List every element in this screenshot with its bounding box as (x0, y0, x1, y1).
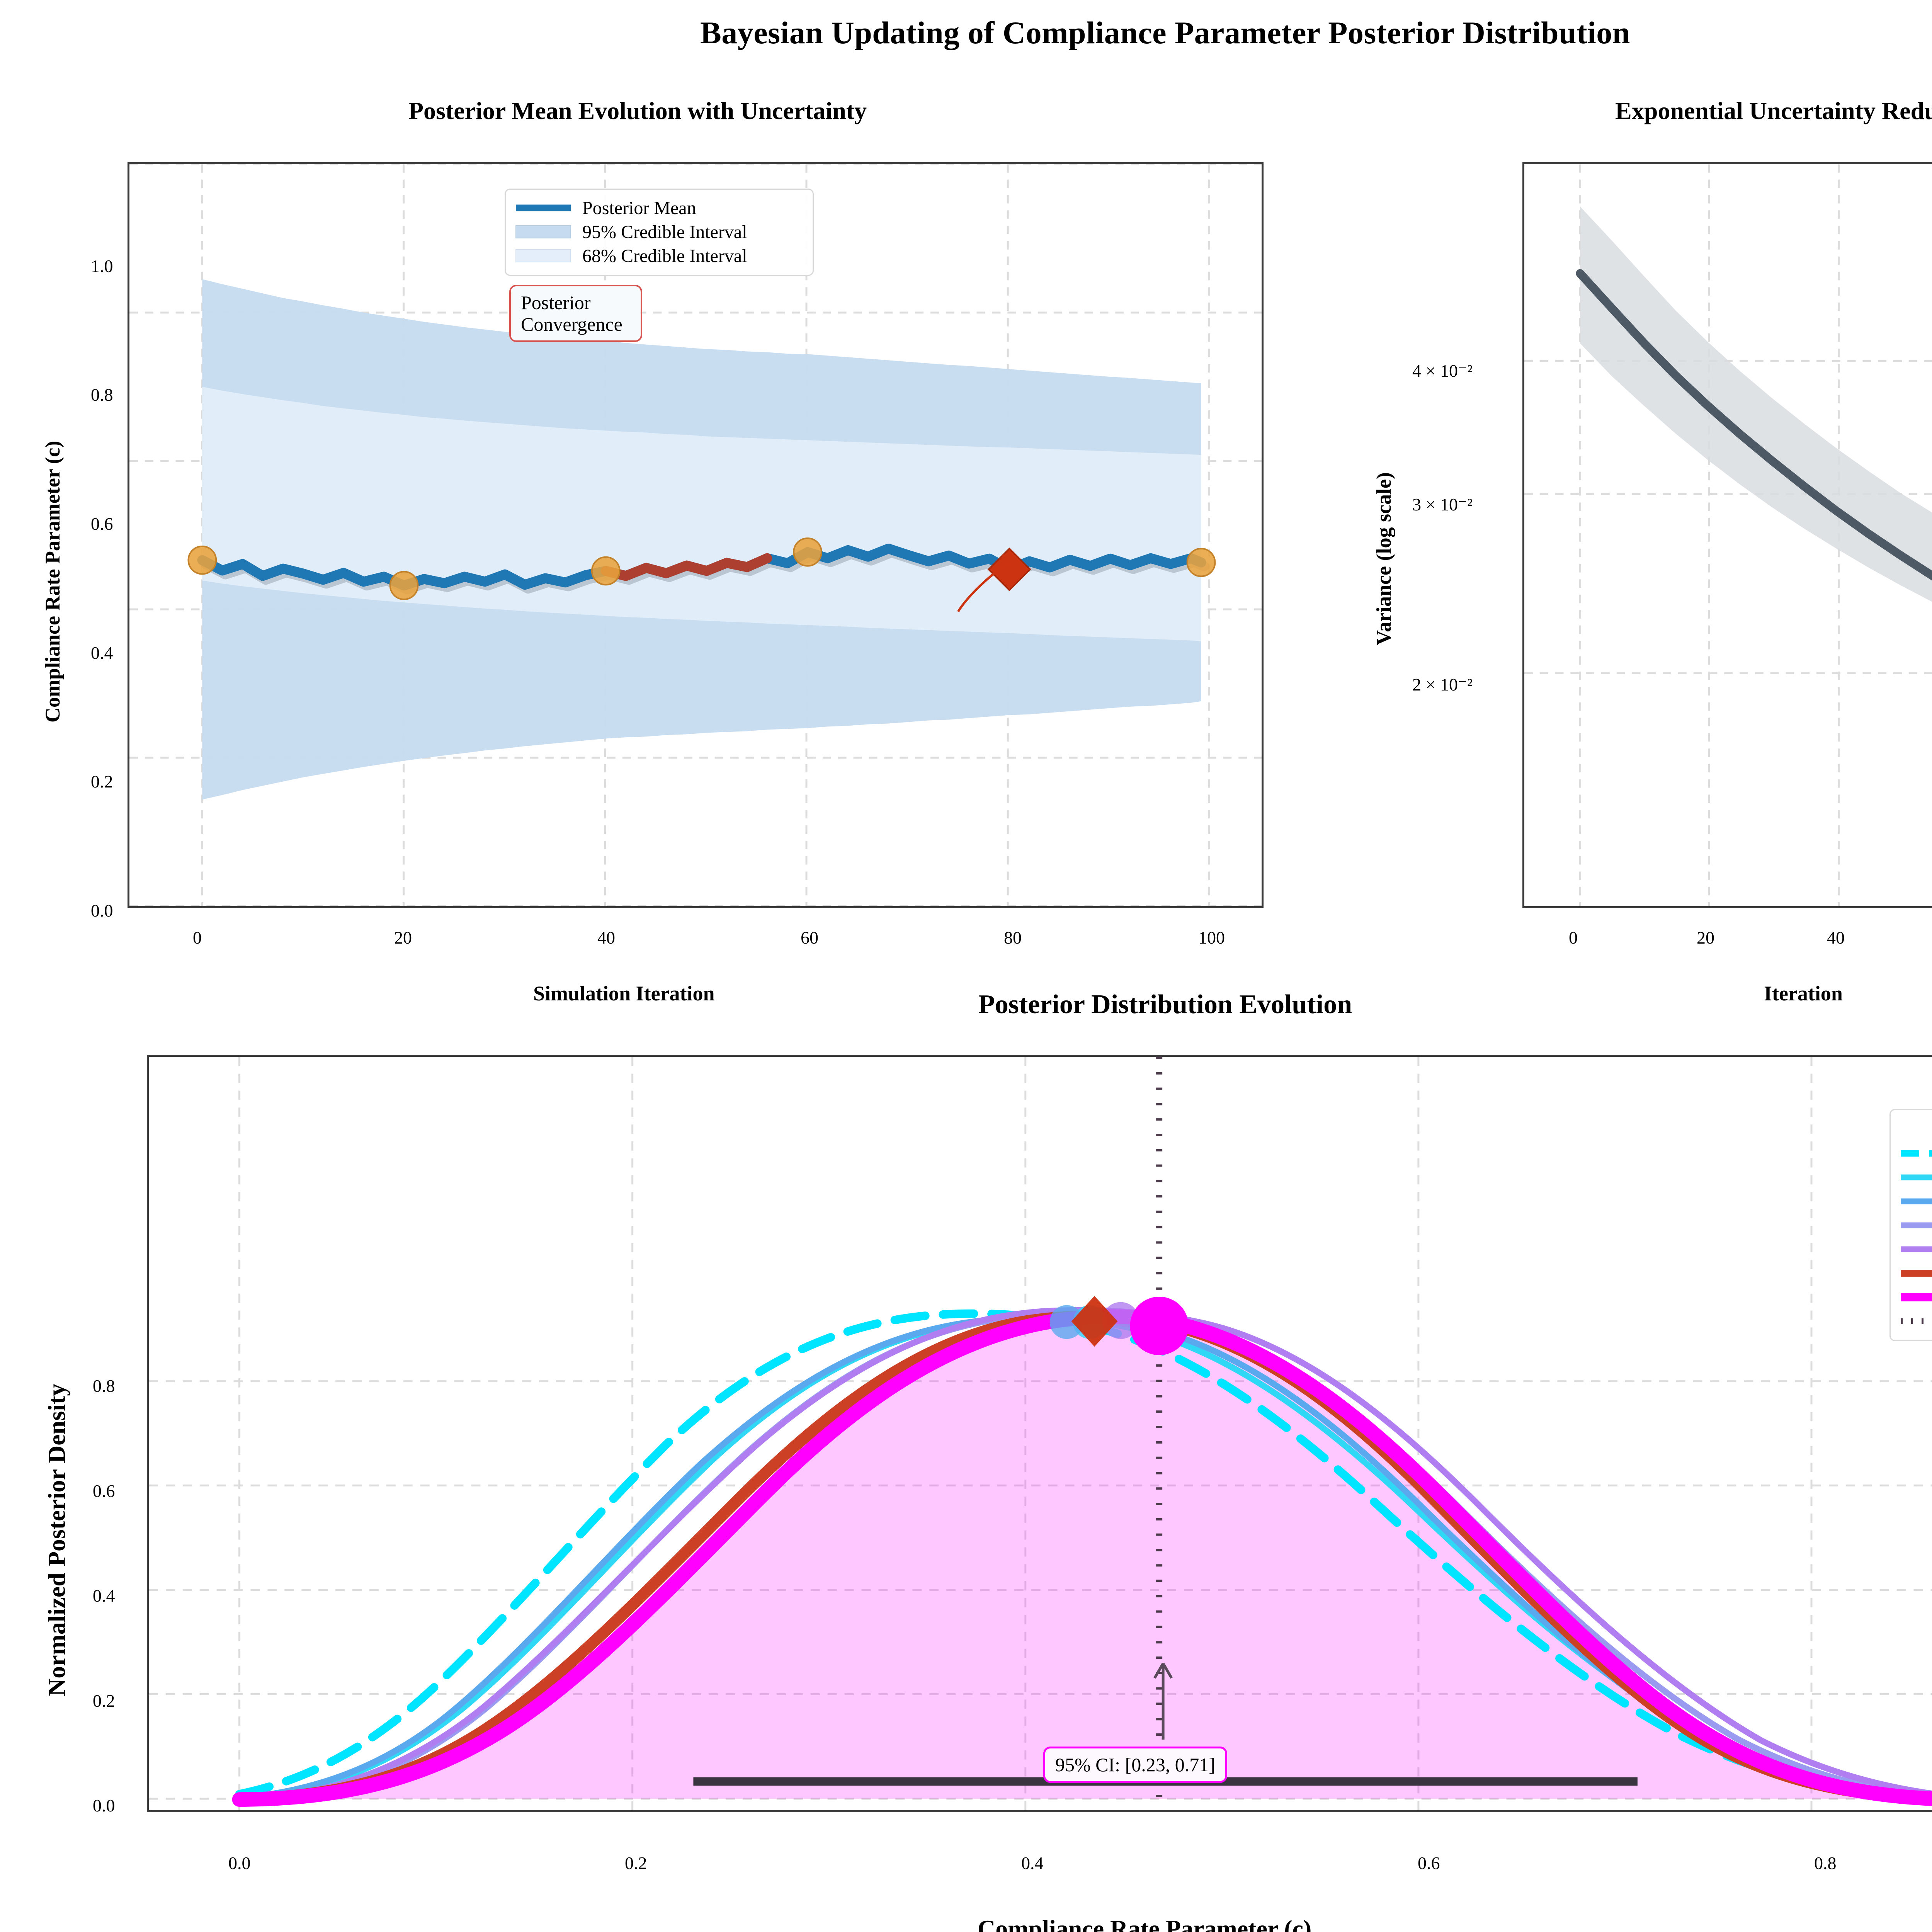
bottom-xtick-0.0: 0.0 (228, 1853, 251, 1873)
legend-label-ci95: 95% Credible Interval (582, 221, 747, 242)
bottom-xtick-0.6: 0.6 (1418, 1853, 1440, 1873)
iteration-20-swatch-icon (1899, 1194, 1932, 1209)
legend-item-final-mean[interactable]: Final Mean (1899, 1309, 1932, 1333)
left-xtick-0: 0 (193, 928, 202, 947)
annotation-arrow (957, 562, 1010, 612)
legend-item-ci68[interactable]: 68% Credible Interval (514, 244, 803, 268)
right-ytick-2e-2: 2 × 10⁻² (1412, 675, 1473, 694)
bottom-ytick-0.6: 0.6 (93, 1481, 115, 1501)
legend-item-ci95[interactable]: 95% Credible Interval (514, 220, 803, 244)
final-mean-swatch-icon (1899, 1313, 1932, 1329)
bottom-xtick-0.4: 0.4 (1021, 1853, 1044, 1873)
bottom-plot-svg (149, 1057, 1932, 1810)
bottom-ytick-0.2: 0.2 (93, 1691, 115, 1711)
bottom-xaxis-title: Compliance Rate Parameter (c) (978, 1915, 1312, 1932)
left-plot-svg (129, 164, 1262, 906)
iteration-60-swatch-icon (1899, 1242, 1932, 1257)
legend-item-iteration-20[interactable]: Iteration 20 (1899, 1189, 1932, 1213)
legend-item-convergence-iter-80[interactable]: Convergence (Iter 80) (1899, 1261, 1932, 1285)
legend-item-iteration-40[interactable]: Iteration 40 (1899, 1213, 1932, 1237)
legend-item-iteration-60[interactable]: Iteration 60 (1899, 1237, 1932, 1261)
right-xtick-20: 20 (1697, 928, 1714, 947)
left-yaxis-title: Compliance Rate Parameter (c) (41, 440, 64, 723)
right-yaxis-title: Variance (log scale) (1372, 472, 1395, 645)
panel-bottom-title: Posterior Distribution Evolution (978, 990, 1352, 1019)
left-ytick-1.0: 1.0 (91, 256, 113, 276)
posterior-mean-swatch-icon (514, 200, 572, 216)
iteration-10-swatch-icon (1899, 1170, 1932, 1185)
sample-point-markers (187, 537, 1216, 600)
ci95-annotation: 95% CI: [0.23, 0.71] (1043, 1747, 1227, 1783)
left-xtick-20: 20 (394, 928, 412, 947)
ci-annotation-arrowhead (1153, 1663, 1173, 1679)
prior-swatch-icon (1899, 1146, 1932, 1161)
left-xtick-60: 60 (801, 928, 818, 947)
bottom-ytick-0.0: 0.0 (93, 1796, 115, 1815)
figure-suptitle: Bayesian Updating of Compliance Paramete… (700, 15, 1630, 50)
bottom-xtick-0.8: 0.8 (1814, 1853, 1837, 1873)
right-plot-area (1522, 162, 1932, 908)
ci95-swatch-icon (514, 224, 572, 240)
bottom-plot-area (147, 1055, 1932, 1812)
annotation-arrowhead (996, 554, 1010, 568)
iteration-40-swatch-icon (1899, 1218, 1932, 1233)
posterior-convergence-annotation: Posterior Convergence (509, 285, 642, 342)
final-posterior-swatch-icon (1899, 1289, 1932, 1305)
legend-item-prior[interactable]: Prior (1899, 1141, 1932, 1165)
legend-item-iteration-10[interactable]: Iteration 10 (1899, 1165, 1932, 1189)
panel-posterior-mean-evolution: Posterior Mean Evolution with Uncertaint… (0, 97, 1275, 1005)
convergence-diamond-marker (987, 548, 1031, 592)
ci68-swatch-icon (514, 248, 572, 264)
peak-marker-final-posterior (1130, 1296, 1189, 1355)
left-xtick-80: 80 (1004, 928, 1022, 947)
right-ytick-3e-2: 3 × 10⁻² (1412, 495, 1473, 514)
left-ytick-0.0: 0.0 (91, 901, 113, 920)
prior-curve (235, 1309, 1932, 1802)
bottom-legend-title: Distribution Evolution (1899, 1116, 1932, 1139)
peak-marker-iter60 (1102, 1302, 1139, 1339)
left-ytick-0.2: 0.2 (91, 772, 113, 791)
left-ytick-0.8: 0.8 (91, 385, 113, 405)
convergence-iter80-swatch-icon (1899, 1265, 1932, 1281)
panel-exponential-uncertainty-reduction: Exponential Uncertainty Reduction 4 × 10… (1275, 97, 1932, 1005)
left-legend[interactable]: Posterior Mean 95% Credible Interval 68%… (505, 189, 814, 276)
variance-uncertainty-band (1580, 206, 1932, 602)
bottom-ytick-0.8: 0.8 (93, 1376, 115, 1396)
panel-left-title: Posterior Mean Evolution with Uncertaint… (408, 97, 867, 124)
legend-label-posterior-mean: Posterior Mean (582, 197, 696, 218)
convergence-highlight-segment (600, 553, 772, 581)
panel-right-title: Exponential Uncertainty Reduction (1615, 97, 1932, 124)
left-xtick-40: 40 (597, 928, 615, 947)
panel-posterior-distribution-evolution: Posterior Distribution Evolution 0.8 0.6… (0, 989, 1932, 1932)
posterior-variance-line (1576, 269, 1932, 581)
right-xtick-0: 0 (1569, 928, 1578, 947)
legend-label-ci68: 68% Credible Interval (582, 245, 747, 266)
peak-markers (1049, 1296, 1189, 1355)
bottom-legend[interactable]: Distribution Evolution Prior Iteration 1… (1889, 1109, 1932, 1341)
peak-marker-iter20 (1049, 1305, 1084, 1339)
legend-item-posterior-mean[interactable]: Posterior Mean (514, 196, 803, 220)
left-ytick-0.4: 0.4 (91, 643, 113, 663)
final-posterior-fill (239, 1316, 1932, 1799)
left-plot-area (128, 162, 1264, 908)
right-ytick-4e-2: 4 × 10⁻² (1412, 361, 1473, 381)
legend-item-final-posterior[interactable]: Final Posterior (1899, 1285, 1932, 1309)
left-ytick-0.6: 0.6 (91, 514, 113, 534)
right-xaxis-title: Iteration (1764, 982, 1843, 1005)
bottom-ytick-0.4: 0.4 (93, 1586, 115, 1605)
bottom-xtick-0.2: 0.2 (625, 1853, 647, 1873)
right-plot-svg (1524, 164, 1932, 906)
bottom-yaxis-title: Normalized Posterior Density (43, 1383, 70, 1696)
right-xtick-40: 40 (1827, 928, 1845, 947)
left-xaxis-title: Simulation Iteration (533, 982, 715, 1005)
left-xtick-100: 100 (1198, 928, 1225, 947)
